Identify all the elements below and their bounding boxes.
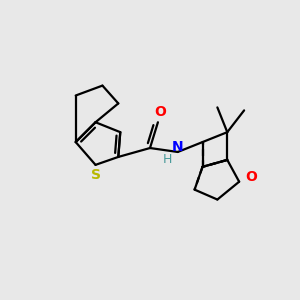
Text: N: N (172, 140, 184, 154)
Text: H: H (163, 153, 172, 167)
Text: O: O (245, 170, 257, 184)
Text: O: O (154, 105, 166, 119)
Text: S: S (91, 168, 100, 182)
